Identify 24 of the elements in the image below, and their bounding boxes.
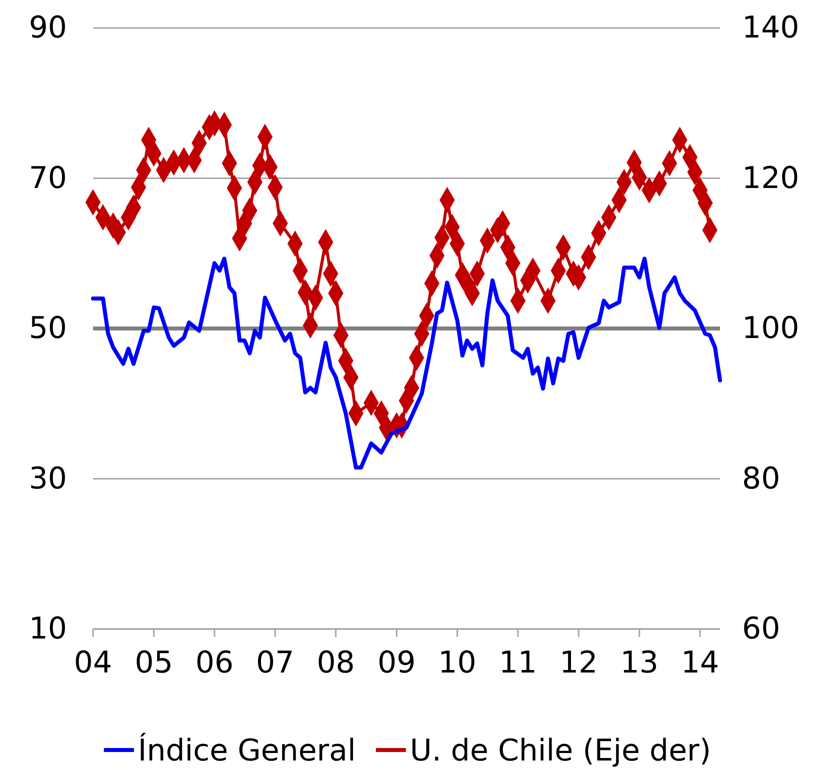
- x-tick-label: 11: [498, 645, 538, 680]
- legend-label: Índice General: [138, 732, 356, 768]
- y2-tick-label: 120: [742, 160, 800, 196]
- y2-tick-label: 140: [742, 10, 800, 46]
- x-tick-label: 09: [378, 645, 416, 680]
- y2-tick-label: 60: [742, 612, 780, 647]
- x-tick-label: 04: [74, 645, 112, 680]
- x-tick-label: 10: [438, 645, 476, 680]
- y-tick-label: 90: [28, 10, 67, 46]
- y-tick-label: 70: [28, 160, 67, 196]
- y2-tick-label: 80: [742, 461, 780, 496]
- x-tick-label: 14: [680, 645, 720, 680]
- legend-label: U. de Chile (Eje der): [410, 734, 712, 768]
- y-tick-label: 30: [28, 461, 67, 496]
- x-tick-label: 12: [559, 645, 598, 680]
- y-tick-label: 10: [28, 612, 67, 647]
- x-tick-label: 13: [620, 645, 658, 680]
- x-tick-label: 07: [256, 645, 294, 680]
- line-series: [91, 256, 722, 470]
- y-tick-label: 50: [28, 311, 67, 346]
- x-tick-label: 08: [316, 645, 355, 680]
- x-tick-label: 05: [134, 645, 173, 680]
- x-tick-label: 06: [195, 645, 234, 680]
- y2-tick-label: 100: [742, 311, 800, 346]
